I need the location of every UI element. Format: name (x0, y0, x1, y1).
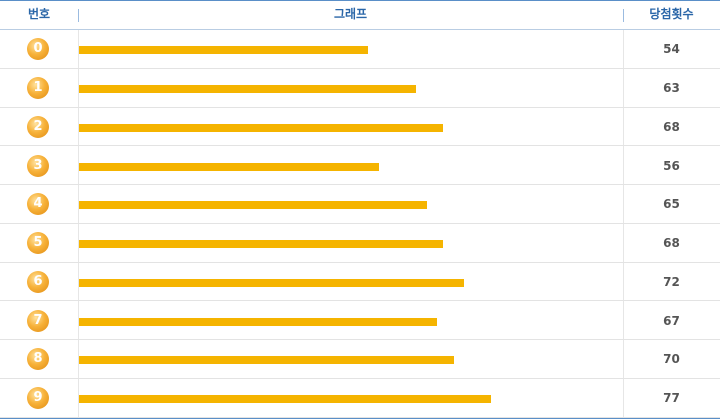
table-row: 4 65 (0, 185, 720, 224)
bar (79, 240, 443, 249)
header-number: 번호 (27, 7, 51, 21)
bar (79, 162, 379, 171)
bar (79, 85, 417, 94)
count-label: 63 (663, 81, 680, 96)
count-label: 54 (663, 42, 680, 57)
number-ball: 6 (27, 270, 49, 293)
bar (79, 317, 438, 326)
top-border (0, 0, 720, 1)
bar (79, 46, 368, 55)
bar (79, 201, 427, 210)
count-label: 68 (663, 119, 680, 134)
header-border (0, 29, 720, 30)
count-label: 67 (663, 313, 680, 328)
count-label: 65 (663, 197, 680, 212)
number-ball: 9 (27, 387, 49, 410)
count-label: 72 (663, 274, 680, 289)
number-ball: 8 (27, 348, 49, 371)
col-sep (623, 30, 624, 418)
table-row: 1 63 (0, 69, 720, 108)
header-graph: 그래프 (333, 7, 368, 21)
table-row: 6 72 (0, 263, 720, 302)
number-ball: 1 (27, 77, 49, 100)
count-label: 68 (663, 236, 680, 251)
table-row: 3 56 (0, 146, 720, 185)
table-row: 0 54 (0, 30, 720, 69)
table-row: 8 70 (0, 340, 720, 379)
table-row: 9 77 (0, 379, 720, 418)
table-row: 2 68 (0, 108, 720, 147)
table-row: 7 67 (0, 301, 720, 340)
number-ball: 4 (27, 193, 49, 216)
number-ball: 5 (27, 232, 49, 255)
table-row: 5 68 (0, 224, 720, 263)
header-count: 당첨횟수 (649, 7, 694, 21)
bottom-border (0, 417, 720, 419)
count-label: 77 (663, 391, 680, 406)
bar (79, 356, 454, 365)
count-label: 70 (663, 352, 680, 367)
count-label: 56 (663, 158, 680, 173)
col-sep (78, 30, 79, 418)
bar (79, 278, 465, 287)
bar (79, 395, 491, 404)
bar (79, 123, 443, 132)
header-sep (78, 9, 79, 22)
number-ball: 7 (27, 309, 49, 332)
number-ball: 3 (27, 154, 49, 177)
header-sep (623, 9, 624, 22)
number-ball: 2 (27, 115, 49, 138)
number-ball: 0 (27, 38, 49, 61)
